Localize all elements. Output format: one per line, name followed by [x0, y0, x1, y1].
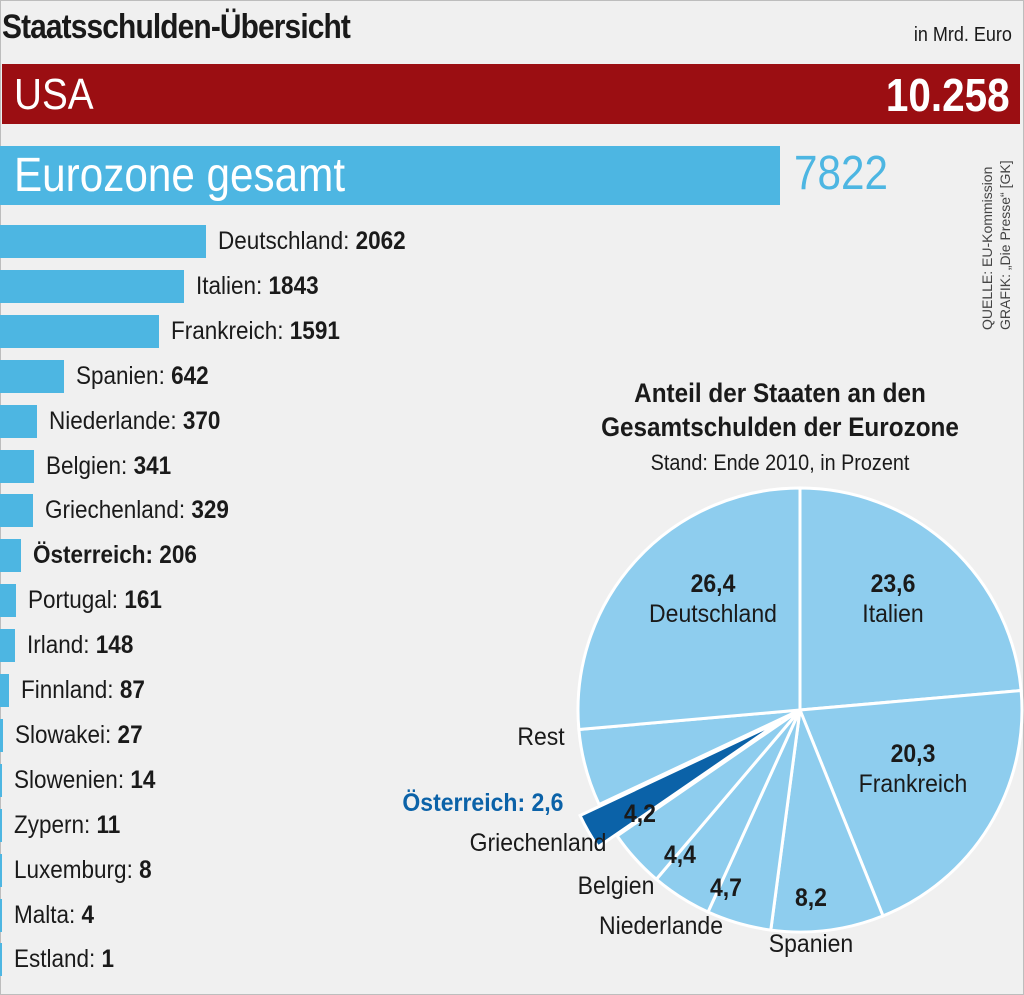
bar-label: Belgien: 341: [46, 451, 172, 480]
bar-label: Österreich: 206: [32, 541, 197, 570]
bar-label: Malta: 4: [14, 900, 95, 929]
bar-label: Finnland: 87: [20, 676, 145, 704]
unit-label: in Mrd. Euro: [913, 24, 1012, 46]
pie-label-österreich: Österreich: 2,6: [402, 789, 564, 817]
bar-label: Deutschland: 2062: [217, 227, 406, 255]
bar-label: Spanien: 642: [76, 361, 209, 390]
eurozone-bar: Eurozone gesamt: [0, 146, 780, 205]
bar-label: Griechenland: 329: [44, 496, 229, 525]
bar-slowakei: [0, 718, 3, 752]
bar-luxemburg: [0, 853, 2, 887]
pie-title: Anteil der Staaten an den Gesamtschulden…: [601, 378, 959, 442]
bar-niederlande: [0, 404, 37, 438]
bar-deutschland: [0, 225, 206, 258]
pie-slice-deutschland: [576, 486, 802, 732]
bar-label: Luxemburg: 8: [14, 855, 152, 884]
bar-malta: [0, 898, 2, 932]
pie-slice-österreich: [578, 719, 782, 849]
bar-label: Niederlande: 370: [48, 406, 221, 435]
bar-italien: [0, 269, 184, 303]
pie-slice-spanien: [769, 704, 885, 934]
pie-category-griechenland: Griechenland: [469, 829, 607, 857]
bar-spanien: [0, 359, 65, 393]
bar-zypern: [0, 808, 2, 842]
usa-value: 10.258: [886, 69, 1010, 121]
bar-irland: [0, 629, 15, 663]
pie-category-spanien: Spanien: [768, 930, 854, 958]
bar-finnland: [0, 674, 9, 707]
bar-österreich: [0, 539, 21, 573]
bar-frankreich: [0, 314, 159, 348]
bar-belgien: [0, 449, 34, 483]
bar-estland: [0, 943, 2, 977]
bar-label: Portugal: 161: [28, 586, 162, 615]
pie-label-niederlande: 4,7: [710, 874, 742, 902]
eurozone-label: Eurozone gesamt: [14, 149, 346, 202]
page-title: Staatsschulden-Übersicht: [2, 8, 351, 46]
pie-label-griechenland: 4,2: [624, 800, 656, 828]
bar-label: Frankreich: 1591: [170, 316, 340, 345]
pie-label-frankreich: 20,3 Frankreich: [858, 740, 968, 798]
bar-griechenland: [0, 494, 33, 528]
bar-label: Italien: 1843: [195, 271, 319, 300]
pie-subtitle: Stand: Ende 2010, in Prozent: [650, 450, 910, 475]
pie-category-niederlande: Niederlande: [598, 912, 724, 940]
eurozone-value: 7822: [794, 147, 888, 200]
pie-slice-griechenland: [615, 708, 802, 882]
pie-label-italien: 23,6 Italien: [862, 570, 924, 628]
pie-label-belgien: 4,4: [664, 841, 696, 869]
bar-slowenien: [0, 763, 2, 797]
bar-portugal: [0, 584, 17, 618]
pie-slice-italien: [798, 486, 1023, 712]
bar-label: Irland: 148: [26, 631, 134, 660]
pie-label-rest: Rest: [517, 723, 565, 751]
pie-label-deutschland: 26,4 Deutschland: [649, 570, 777, 628]
pie-label-spanien: 8,2: [795, 884, 827, 912]
bar-label: Zypern: 11: [14, 810, 121, 839]
bar-label: Slowenien: 14: [14, 765, 156, 794]
usa-bar: USA 10.258: [2, 64, 1020, 124]
bar-label: Estland: 1: [14, 945, 115, 974]
pie-slice-frankreich: [797, 688, 1024, 918]
usa-label: USA: [14, 70, 94, 119]
pie-category-belgien: Belgien: [577, 872, 655, 900]
bar-label: Slowakei: 27: [14, 720, 143, 749]
